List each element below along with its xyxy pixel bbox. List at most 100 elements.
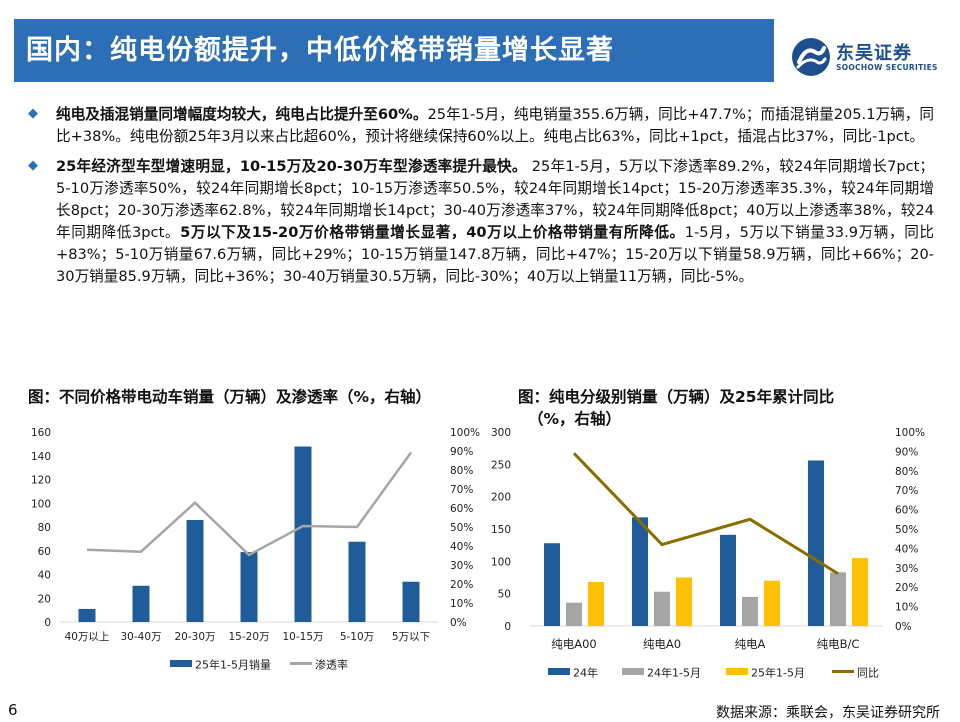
legend-swatch xyxy=(726,668,748,675)
y-right-tick-label: 90% xyxy=(450,446,473,458)
y-left-tick-label: 100 xyxy=(491,556,511,568)
bar-series-0 xyxy=(808,460,824,626)
category-label: 纯电A xyxy=(735,637,766,651)
legend-swatch xyxy=(170,660,192,667)
legend-swatch xyxy=(548,668,570,675)
bullet-ev-share: ◆ 纯电及插混销量同增幅度均较大，纯电占比提升至60%。25年1-5月，纯电销量… xyxy=(28,104,934,148)
y-right-tick-label: 30% xyxy=(895,563,918,575)
y-left-tick-label: 0 xyxy=(504,621,511,633)
page-number: 6 xyxy=(8,701,18,719)
y-right-tick-label: 100% xyxy=(895,427,925,439)
legend-label: 25年1-5月 xyxy=(751,666,805,680)
line-penetration xyxy=(86,451,413,557)
y-left-tick-label: 150 xyxy=(491,524,511,536)
y-left-tick-label: 160 xyxy=(31,427,51,439)
logo-english-name: SOOCHOW SECURITIES xyxy=(836,63,938,72)
y-right-tick-label: 50% xyxy=(450,522,473,534)
legend-label: 渗透率 xyxy=(315,658,348,672)
y-left-tick-label: 200 xyxy=(491,492,511,504)
category-label: 纯电B/C xyxy=(817,637,860,651)
y-right-tick-label: 60% xyxy=(450,503,473,515)
bar-series-2 xyxy=(588,582,604,626)
bullet-body-2: 1-5月，5万以下销量33.9万辆，同比+83%；5-10万销量67.6万辆，同… xyxy=(56,224,935,285)
y-left-tick-label: 100 xyxy=(31,498,51,510)
y-right-tick-label: 80% xyxy=(450,465,473,477)
legend-label: 24年1-5月 xyxy=(647,666,701,680)
title-bar xyxy=(14,19,774,82)
y-left-tick-label: 0 xyxy=(44,617,51,629)
bar-sales xyxy=(240,552,258,622)
y-left-tick-label: 250 xyxy=(491,459,511,471)
bar-sales xyxy=(402,581,420,622)
bar-sales xyxy=(132,585,150,622)
y-right-tick-label: 0% xyxy=(450,617,467,629)
category-label: 40万以上 xyxy=(65,631,110,643)
summary-bullets: ◆ 纯电及插混销量同增幅度均较大，纯电占比提升至60%。25年1-5月，纯电销量… xyxy=(28,104,934,296)
line-yoy xyxy=(572,452,839,575)
y-left-tick-label: 120 xyxy=(31,475,51,487)
category-label: 10-15万 xyxy=(282,631,323,643)
y-right-tick-label: 10% xyxy=(895,602,918,614)
y-right-tick-label: 70% xyxy=(895,485,918,497)
y-right-tick-label: 40% xyxy=(895,543,918,555)
y-right-tick-label: 0% xyxy=(895,621,912,633)
category-label: 30-40万 xyxy=(120,631,161,643)
bar-series-2 xyxy=(764,580,780,626)
bullet-headline: 25年经济型车型增速明显，10-15万及20-30万车型渗透率提升最快。 xyxy=(56,158,527,175)
logo-mark-icon xyxy=(792,38,830,76)
category-label: 纯电A0 xyxy=(643,637,681,651)
bar-series-2 xyxy=(676,577,692,626)
y-right-tick-label: 50% xyxy=(895,524,918,536)
page-title: 国内：纯电份额提升，中低价格带销量增长显著 xyxy=(26,35,614,66)
y-right-tick-label: 100% xyxy=(450,427,480,439)
y-right-tick-label: 20% xyxy=(895,582,918,594)
bullet-body: 25年1-5月，5万以下渗透率89.2%，较24年同期增长7pct；5-10万渗… xyxy=(56,158,934,241)
bar-sales xyxy=(78,608,96,622)
right-chart-title-line1: 图：纯电分级别销量（万辆）及25年累计同比 xyxy=(518,388,835,406)
category-label: 15-20万 xyxy=(228,631,269,643)
logo-name: 东吴证券 xyxy=(836,43,912,64)
bar-series-2 xyxy=(852,558,868,626)
diamond-bullet-icon: ◆ xyxy=(28,106,38,121)
bar-series-1 xyxy=(654,591,670,626)
company-logo: 东吴证券 SOOCHOW SECURITIES xyxy=(790,36,950,80)
bar-series-1 xyxy=(830,572,846,626)
y-left-tick-label: 80 xyxy=(38,522,51,534)
y-right-tick-label: 30% xyxy=(450,560,473,572)
diamond-bullet-icon: ◆ xyxy=(28,158,38,173)
y-right-tick-label: 80% xyxy=(895,466,918,478)
y-left-tick-label: 40 xyxy=(38,570,51,582)
legend-swatch xyxy=(622,668,644,675)
y-left-tick-label: 140 xyxy=(31,451,51,463)
category-label: 20-30万 xyxy=(174,631,215,643)
bullet-body: 25年1-5月，纯电销量355.6万辆，同比+47.7%；而插混销量205.1万… xyxy=(56,106,934,145)
y-right-tick-label: 20% xyxy=(450,579,473,591)
y-right-tick-label: 10% xyxy=(450,598,473,610)
bullet-headline-2: 5万以下及15-20万价格带销量增长显著，40万以上价格带销量有所降低。 xyxy=(180,224,685,241)
y-left-tick-label: 50 xyxy=(498,589,511,601)
y-right-tick-label: 90% xyxy=(895,446,918,458)
legend-label: 24年 xyxy=(573,666,598,680)
category-label: 5万以下 xyxy=(392,631,430,643)
y-left-tick-label: 60 xyxy=(38,546,51,558)
y-left-tick-label: 20 xyxy=(38,593,51,605)
bar-sales xyxy=(294,446,312,622)
y-right-tick-label: 70% xyxy=(450,484,473,496)
category-label: 5-10万 xyxy=(340,631,374,643)
category-label: 纯电A00 xyxy=(551,637,597,651)
bullet-headline: 纯电及插混销量同增幅度均较大，纯电占比提升至60%。 xyxy=(56,106,428,123)
bar-series-1 xyxy=(742,596,758,626)
data-source: 数据来源：乘联会，东吴证券研究所 xyxy=(716,705,940,721)
legend-label: 同比 xyxy=(857,667,879,680)
left-chart-title: 图：不同价格带电动车销量（万辆）及渗透率（%，右轴） xyxy=(28,388,432,406)
y-left-tick-label: 300 xyxy=(491,427,511,439)
right-chart-title-line2: （%，右轴） xyxy=(528,410,622,428)
y-right-tick-label: 60% xyxy=(895,505,918,517)
bar-sales xyxy=(348,541,366,622)
bullet-price-bands: ◆ 25年经济型车型增速明显，10-15万及20-30万车型渗透率提升最快。 2… xyxy=(28,156,934,288)
bar-series-0 xyxy=(632,517,648,626)
bar-sales xyxy=(186,519,204,622)
bar-series-1 xyxy=(566,602,582,626)
legend-label: 25年1-5月销量 xyxy=(195,658,271,672)
